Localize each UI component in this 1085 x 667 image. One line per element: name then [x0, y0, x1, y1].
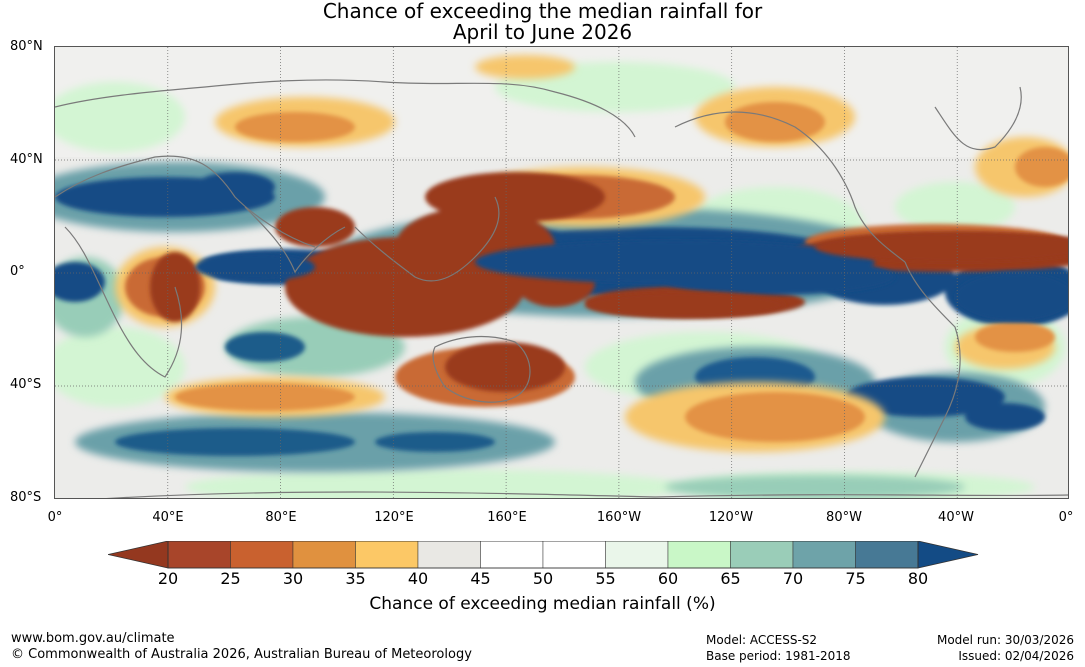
footer-model: Model: ACCESS-S2 [706, 633, 818, 647]
colorbar-tick-label: 40 [407, 569, 429, 588]
colorbar-tick-label: 65 [720, 569, 741, 588]
footer-base-period: Base period: 1981-2018 [706, 649, 851, 663]
colorbar-over-triangle [917, 541, 979, 569]
colorbar-segment [292, 541, 356, 569]
colorbar-tick-label: 45 [470, 569, 491, 588]
footer-issued: Issued: 02/04/2026 [958, 649, 1074, 663]
colorbar-segment [667, 541, 731, 569]
colorbar-segment [230, 541, 294, 569]
colorbar-tick-label: 35 [345, 569, 366, 588]
lon-label-80w: 80°W [826, 510, 862, 525]
colorbar-segment [855, 541, 919, 569]
colorbar-label: Chance of exceeding median rainfall (%) [369, 594, 716, 614]
colorbar-segment [605, 541, 669, 569]
lat-label-40s: 40°S [10, 377, 42, 392]
colorbar-tick-label: 30 [282, 569, 304, 588]
colorbar-segment [730, 541, 794, 569]
footer-copyright: © Commonwealth of Australia 2026, Austra… [11, 647, 472, 662]
lon-label-40e: 40°E [152, 510, 184, 525]
colorbar-tick-label: 70 [782, 569, 804, 588]
colorbar-tick-label: 55 [595, 569, 616, 588]
graticule [55, 47, 1068, 498]
map-title-line1: Chance of exceeding the median rainfall … [322, 0, 763, 23]
map-title-line2: April to June 2026 [452, 20, 633, 44]
colorbar-segment [480, 541, 544, 569]
colorbar-tick-label: 75 [845, 569, 866, 588]
lon-label-80e: 80°E [265, 510, 297, 525]
footer-model-run: Model run: 30/03/2026 [936, 633, 1074, 647]
rainfall-map-canvas [55, 47, 1068, 498]
colorbar-segment [417, 541, 481, 569]
colorbar-tick-label: 50 [532, 569, 554, 588]
colorbar [108, 541, 979, 569]
colorbar-segment [167, 541, 231, 569]
lon-label-120w: 120°W [708, 510, 754, 525]
colorbar-segment [355, 541, 419, 569]
colorbar-segment [792, 541, 856, 569]
footer-website: www.bom.gov.au/climate [11, 631, 175, 646]
lat-label-80s: 80°S [10, 490, 42, 505]
lat-label-0: 0° [10, 264, 25, 279]
colorbar-tick-label: 60 [657, 569, 679, 588]
coastlines [55, 79, 1068, 498]
colorbar-tick-label: 25 [220, 569, 241, 588]
lon-label-0-left: 0° [47, 510, 63, 525]
lon-label-160e: 160°E [487, 510, 527, 525]
colorbar-tick-label: 80 [907, 569, 929, 588]
colorbar-tick-label: 20 [157, 569, 179, 588]
lon-label-40w: 40°W [938, 510, 974, 525]
rainfall-map [54, 46, 1069, 499]
lon-label-160w: 160°W [596, 510, 642, 525]
lat-label-80n: 80°N [10, 39, 43, 54]
lat-label-40n: 40°N [10, 152, 43, 167]
colorbar-segments [167, 541, 919, 569]
lon-label-0-right: 0° [1058, 510, 1074, 525]
colorbar-under-triangle [108, 541, 169, 569]
colorbar-outline [167, 541, 919, 569]
lon-label-120e: 120°E [374, 510, 414, 525]
colorbar-segment [542, 541, 606, 569]
